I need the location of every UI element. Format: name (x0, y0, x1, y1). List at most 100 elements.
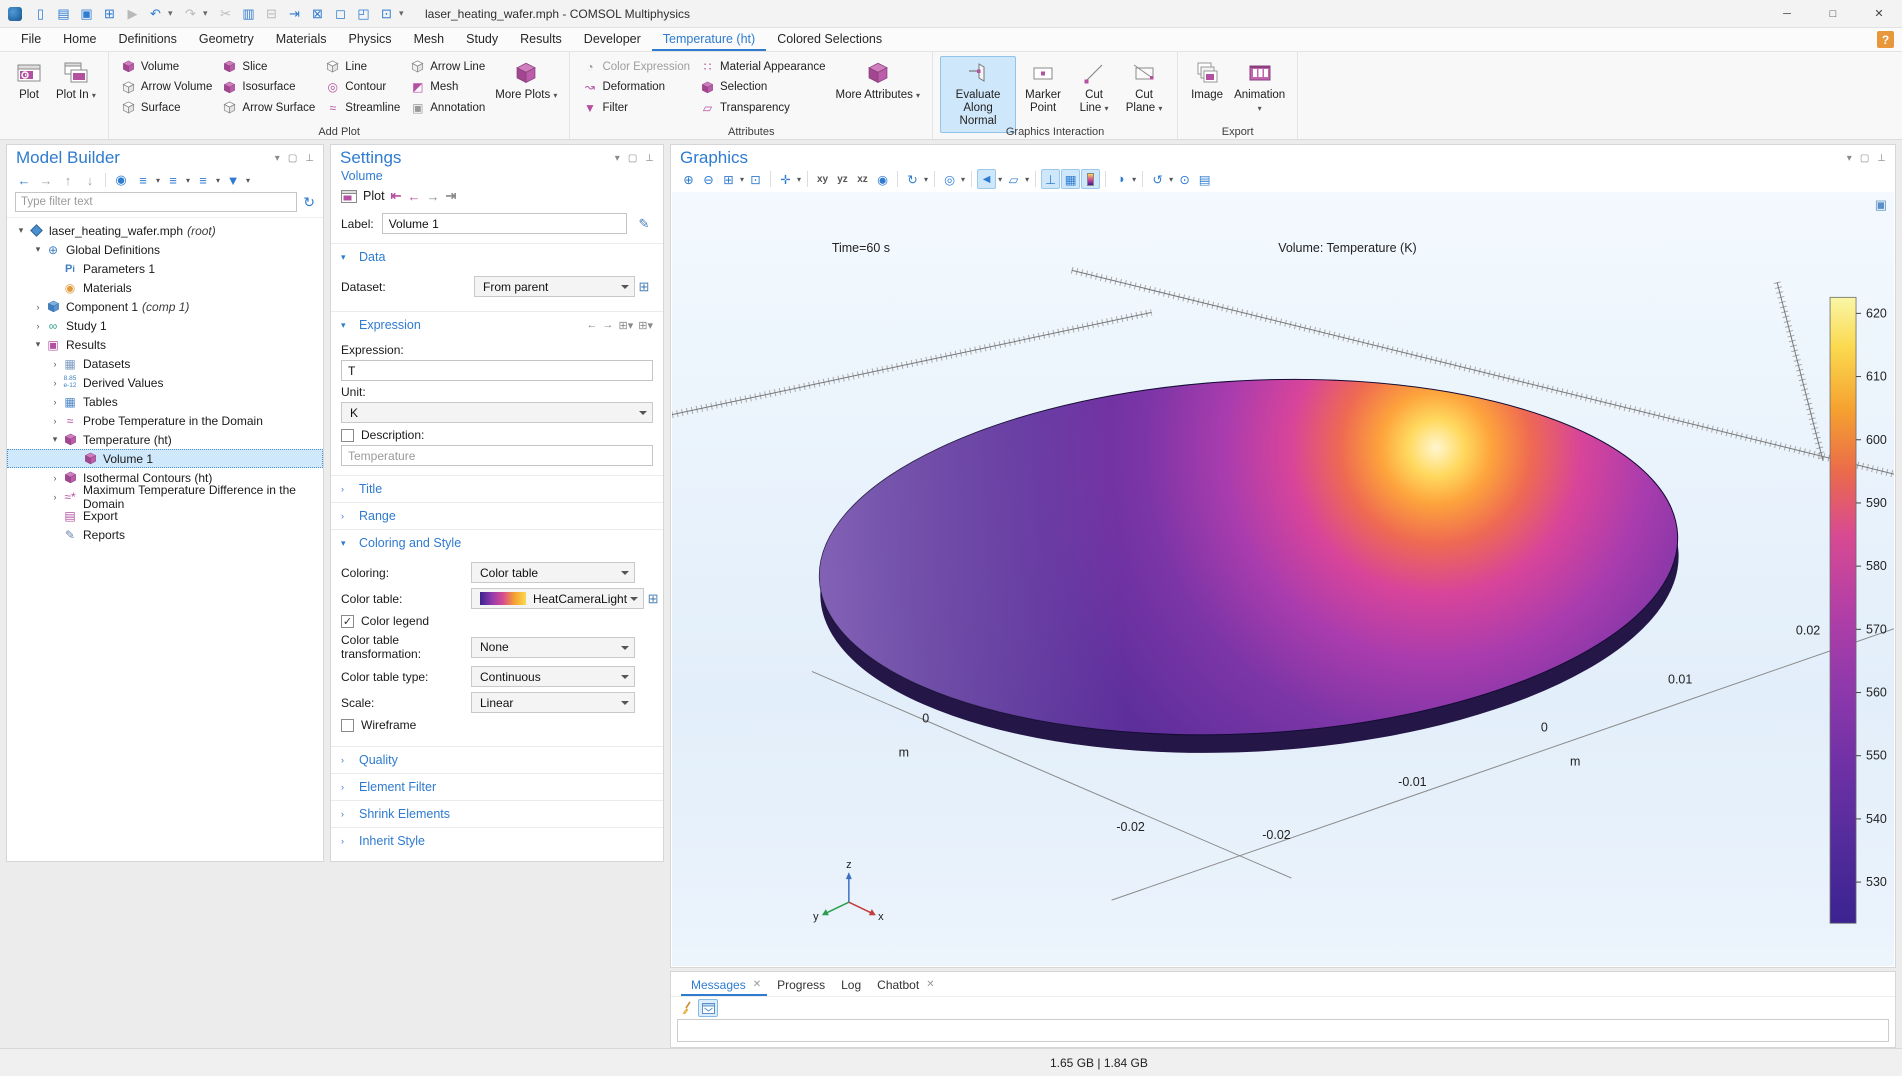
rotate-view-caret-icon[interactable]: ▾ (924, 174, 929, 184)
tab-study[interactable]: Study (466, 32, 499, 46)
transparency-toggle-button[interactable]: ▱ (1008, 172, 1019, 187)
marker-point-button[interactable]: Marker Point (1016, 56, 1070, 119)
description-input[interactable] (341, 445, 653, 466)
close-tab-icon[interactable]: ✕ (752, 979, 762, 990)
help-icon[interactable]: ? (1877, 31, 1894, 48)
plot-canvas[interactable]: ▣ (671, 192, 1902, 967)
panel-menu-icon[interactable]: ▾ (1846, 152, 1852, 164)
transparency-caret-icon[interactable]: ▾ (1025, 174, 1030, 184)
unit-dropdown[interactable]: K (341, 402, 653, 423)
close-tab-icon[interactable]: ✕ (926, 979, 935, 990)
go-to-view-caret-icon[interactable]: ▾ (797, 174, 802, 184)
cut-plane-button[interactable]: Cut Plane ▾ (1118, 56, 1170, 119)
view-yz-button[interactable]: yz (837, 173, 848, 185)
color-table-transformation-dropdown[interactable]: None (471, 636, 635, 658)
filter-button[interactable]: ▼ Filter (583, 100, 628, 115)
scene-settings-caret-icon[interactable]: ▾ (961, 174, 966, 184)
redo-caret-icon[interactable]: ▾ (203, 8, 208, 18)
tree-node-probe-temperature[interactable]: › ≈ Probe Temperature in the Domain (7, 411, 323, 430)
tree-filter-input[interactable] (15, 192, 298, 212)
paste-icon[interactable]: ⊟ (266, 5, 277, 21)
model-tree-nodes-caret-icon[interactable]: ▾ (216, 175, 221, 185)
color-table-dropdown[interactable]: HeatCameraLight (471, 588, 645, 609)
collapse-arrow-icon[interactable]: › (36, 320, 40, 331)
tab-materials[interactable]: Materials (275, 32, 327, 46)
add-surface-button[interactable]: Surface (121, 99, 213, 116)
go-to-view-button[interactable]: ✛ (780, 172, 791, 187)
zoom-out-button[interactable]: ⊖ (703, 172, 714, 187)
tree-node-results[interactable]: ▾ ▣ Results (7, 335, 323, 354)
collapse-arrow-icon[interactable]: › (53, 472, 57, 483)
expand-all-icon[interactable]: ≡ (169, 172, 177, 188)
panel-pin-icon[interactable]: ⊥ (305, 152, 314, 164)
collapse-arrow-icon[interactable]: › (53, 415, 57, 426)
section-expression[interactable]: ▾ Expression ← → ⊞▾ ⊞▾ (331, 311, 663, 338)
tree-node-export[interactable]: ▤ Export (7, 506, 323, 525)
default-view-button[interactable]: ◉ (877, 172, 888, 187)
color-theme-caret-icon[interactable]: ▾ (1132, 174, 1137, 184)
color-table-settings-icon[interactable]: ⊞ (647, 590, 659, 606)
collapse-arrow-icon[interactable]: › (53, 491, 57, 502)
zoom-box-button[interactable]: ⊞ (723, 172, 734, 187)
undo-caret-icon[interactable]: ▾ (168, 8, 173, 18)
tree-node-global-definitions[interactable]: ▾ ⊕ Global Definitions (7, 240, 323, 259)
tree-node-root[interactable]: ▾ laser_heating_wafer.mph (root) (7, 221, 323, 240)
snapshot-button[interactable]: ⊙ (1179, 172, 1190, 187)
collapse-arrow-icon[interactable]: › (53, 358, 57, 369)
panel-float-icon[interactable]: ▢ (627, 152, 638, 164)
tree-node-volume-1[interactable]: Volume 1 (7, 449, 323, 468)
save-as-icon[interactable]: ⊞ (104, 5, 115, 21)
section-quality[interactable]: › Quality (331, 746, 663, 773)
model-tree-nodes-icon[interactable]: ≡ (199, 172, 207, 188)
go-to-node-icon[interactable]: ⇥ (289, 5, 300, 21)
show-icon[interactable]: ◉ (115, 172, 127, 187)
cut-line-button[interactable]: Cut Line ▾ (1070, 56, 1118, 119)
panel-menu-icon[interactable]: ▾ (614, 152, 620, 164)
collapse-arrow-icon[interactable]: › (53, 377, 57, 388)
tab-progress[interactable]: Progress (777, 977, 826, 992)
dataset-settings-icon[interactable]: ⊞ (638, 278, 650, 294)
new-file-icon[interactable]: ▯ (36, 5, 45, 21)
more-attributes-button[interactable]: More Attributes ▾ (831, 56, 926, 106)
expand-arrow-icon[interactable]: ▾ (35, 339, 41, 349)
section-shrink-elements[interactable]: › Shrink Elements (331, 800, 663, 827)
tab-colored-selections[interactable]: Colored Selections (777, 32, 883, 46)
material-appearance-button[interactable]: ∷ Material Appearance (700, 58, 826, 75)
tree-filter-icon[interactable]: ▼ (226, 172, 240, 188)
tab-home[interactable]: Home (63, 32, 97, 46)
tab-physics[interactable]: Physics (348, 32, 392, 46)
rename-icon[interactable]: ✎ (638, 215, 650, 231)
selection-button[interactable]: Selection (700, 79, 825, 96)
move-down-icon[interactable]: ↓ (86, 172, 94, 188)
image-button[interactable]: Image (1185, 56, 1229, 106)
tree-node-study[interactable]: › ∞ Study 1 (7, 316, 323, 335)
show-message-dialog-button[interactable] (698, 999, 718, 1017)
tree-filter-caret-icon[interactable]: ▾ (246, 175, 251, 185)
panel-menu-icon[interactable]: ▾ (274, 152, 280, 164)
panel-pin-icon[interactable]: ⊥ (645, 152, 654, 164)
add-arrow-surface-button[interactable]: Arrow Surface (222, 99, 315, 116)
tab-geometry[interactable]: Geometry (198, 32, 254, 46)
zoom-select-icon[interactable]: ◰ (357, 5, 370, 21)
rotate-view-button[interactable]: ↻ (907, 172, 918, 187)
move-up-icon[interactable]: ↑ (64, 172, 72, 188)
maximize-button[interactable]: □ (1829, 7, 1837, 20)
copy-icon[interactable]: ▥ (242, 5, 255, 21)
section-coloring-and-style[interactable]: ▾ Coloring and Style (331, 529, 663, 556)
forward-icon[interactable]: → (39, 172, 53, 188)
print-button[interactable]: ▤ (1198, 172, 1211, 187)
sound-caret-icon[interactable]: ▾ (998, 174, 1003, 184)
replace-expression-icon[interactable]: ⊞▾ (618, 319, 634, 332)
expand-arrow-icon[interactable]: ▾ (18, 225, 24, 235)
view-xz-button[interactable]: xz (857, 173, 868, 185)
add-volume-button[interactable]: Volume (121, 58, 213, 75)
tab-results[interactable]: Results (520, 32, 562, 46)
tree-node-temperature-ht[interactable]: ▾ Temperature (ht) (7, 430, 323, 449)
expression-input[interactable] (341, 360, 653, 381)
tab-file[interactable]: File (21, 32, 42, 46)
tree-node-max-temperature-difference[interactable]: › ≈* Maximum Temperature Difference in t… (7, 483, 323, 511)
close-button[interactable]: ✕ (1874, 8, 1884, 20)
tree-node-tables[interactable]: › ▦ Tables (7, 392, 323, 411)
add-arrow-volume-button[interactable]: Arrow Volume (121, 79, 212, 96)
